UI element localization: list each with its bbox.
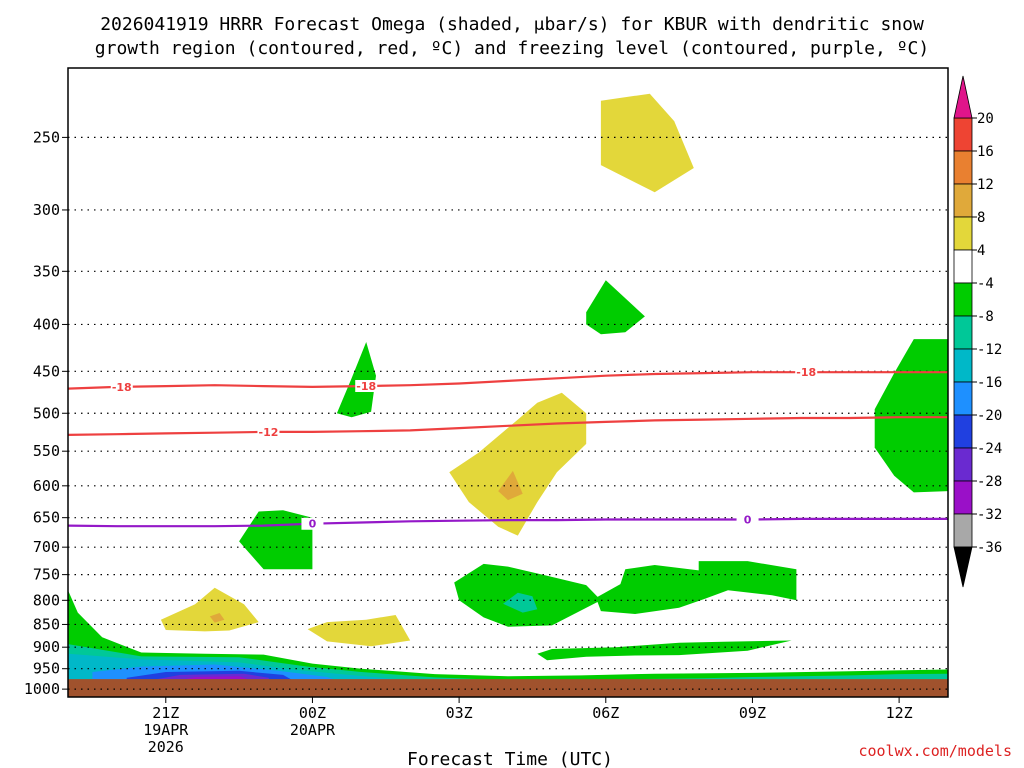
contour-line--12 bbox=[68, 416, 948, 436]
colorbar-tick-label: -16 bbox=[977, 375, 1002, 391]
colorbar-tick-label: 4 bbox=[977, 243, 985, 259]
colorbar-band bbox=[953, 414, 973, 449]
axes: 250 300 350 400 450 500 550 600 650 700 750 800 850 9… bbox=[24, 67, 949, 756]
colorbar-tick-label: 20 bbox=[977, 111, 994, 127]
x-tick-label: 09Z bbox=[739, 704, 766, 722]
y-tick-label: 400 bbox=[33, 315, 60, 333]
colorbar-band bbox=[953, 282, 973, 317]
contour-line-0 bbox=[68, 517, 948, 528]
y-tick-label: 250 bbox=[33, 128, 60, 146]
x-tick-label: 00Z bbox=[299, 704, 326, 722]
x-tick-label: 19APR bbox=[143, 721, 189, 739]
omega-region bbox=[503, 592, 538, 613]
y-tick-label: 300 bbox=[33, 201, 60, 219]
y-tick-label: 650 bbox=[33, 509, 60, 527]
contour-label: -18 bbox=[356, 380, 376, 393]
colorbar-band bbox=[953, 348, 973, 383]
omega-region bbox=[336, 342, 376, 418]
y-tick-label: 900 bbox=[33, 638, 60, 656]
omega-region bbox=[239, 510, 313, 570]
colorbar-bottom-extend bbox=[953, 546, 973, 588]
colorbar-tick-label: -12 bbox=[977, 342, 1002, 358]
y-tick-label: 700 bbox=[33, 538, 60, 556]
contour-label-bg bbox=[355, 379, 378, 392]
omega-region bbox=[600, 93, 694, 193]
contour-label-bg bbox=[110, 380, 133, 393]
x-axis-label: Forecast Time (UTC) bbox=[407, 749, 613, 768]
colorbar-tick-label: 16 bbox=[977, 144, 994, 160]
colorbar-tick-label: -28 bbox=[977, 474, 1002, 490]
colorbar-tick-label: 12 bbox=[977, 177, 994, 193]
y-tick-label: 600 bbox=[33, 477, 60, 495]
x-tick-label: 2026 bbox=[148, 738, 184, 756]
colorbar-band bbox=[953, 381, 973, 416]
colorbar-tick-label: -8 bbox=[977, 309, 994, 325]
contour-label-bg bbox=[301, 517, 324, 530]
contour-label: 0 bbox=[309, 518, 317, 531]
x-tick-label: 06Z bbox=[592, 704, 619, 722]
colorbar-band bbox=[953, 447, 973, 482]
y-tick-label: 500 bbox=[33, 404, 60, 422]
y-tick-label: 950 bbox=[33, 660, 60, 678]
x-tick-label: 03Z bbox=[446, 704, 473, 722]
contour-label-bg bbox=[736, 513, 759, 526]
credit-text: coolwx.com/models bbox=[858, 742, 1012, 760]
colorbar-tick-label: -4 bbox=[977, 276, 994, 292]
colorbar-band bbox=[953, 183, 973, 218]
y-tick-label: 350 bbox=[33, 262, 60, 280]
y-tick-label: 450 bbox=[33, 362, 60, 380]
omega-region bbox=[160, 587, 259, 632]
chart-title-line2: growth region (contoured, red, ºC) and f… bbox=[95, 38, 929, 59]
contour-label-bg bbox=[257, 425, 280, 438]
plot-area: -18 -18 -18 -12 0 0 bbox=[68, 93, 948, 697]
colorbar-tick-label: -36 bbox=[977, 540, 1002, 556]
colorbar-tick-label: -24 bbox=[977, 441, 1002, 457]
omega-region bbox=[307, 615, 411, 647]
omega-region bbox=[586, 280, 645, 335]
omega-region bbox=[537, 640, 792, 661]
omega-region bbox=[596, 561, 797, 614]
colorbar-band bbox=[953, 315, 973, 350]
colorbar-band bbox=[953, 513, 973, 548]
colorbar-band bbox=[953, 216, 973, 251]
x-tick-label: 21Z bbox=[152, 704, 179, 722]
contour-label: -18 bbox=[112, 381, 132, 394]
contour-label: -18 bbox=[796, 366, 816, 379]
omega-region bbox=[449, 392, 587, 536]
colorbar-tick-label: 8 bbox=[977, 210, 985, 226]
omega-region bbox=[209, 613, 225, 623]
surface-ground bbox=[68, 679, 948, 697]
y-tick-label: 550 bbox=[33, 442, 60, 460]
contour-label: 0 bbox=[744, 514, 752, 527]
y-tick-label: 1000 bbox=[24, 680, 60, 698]
colorbar-band bbox=[953, 480, 973, 515]
y-tick-label: 800 bbox=[33, 591, 60, 609]
colorbar-tick-label: -20 bbox=[977, 408, 1002, 424]
omega-region bbox=[874, 339, 948, 493]
y-tick-label: 750 bbox=[33, 566, 60, 584]
contour-label: -12 bbox=[259, 426, 279, 439]
plot-frame bbox=[67, 67, 949, 698]
y-tick-label: 850 bbox=[33, 615, 60, 633]
plot-clip-group: -18 -18 -18 -12 0 0 bbox=[68, 93, 948, 697]
x-tick-label: 12Z bbox=[886, 704, 913, 722]
colorbar: 20 16 12 8 4 -4 -8 -12 -16 -20 -24 -28 -32 -36 bbox=[953, 75, 1002, 588]
colorbar-band bbox=[953, 117, 973, 152]
colorbar-band bbox=[953, 249, 973, 284]
contour-label-bg bbox=[795, 366, 818, 379]
colorbar-band bbox=[953, 150, 973, 185]
x-tick-label: 20APR bbox=[290, 721, 336, 739]
colorbar-top-extend bbox=[953, 75, 973, 119]
chart-title-line1: 2026041919 HRRR Forecast Omega (shaded, … bbox=[100, 14, 924, 35]
colorbar-tick-label: -32 bbox=[977, 507, 1002, 523]
